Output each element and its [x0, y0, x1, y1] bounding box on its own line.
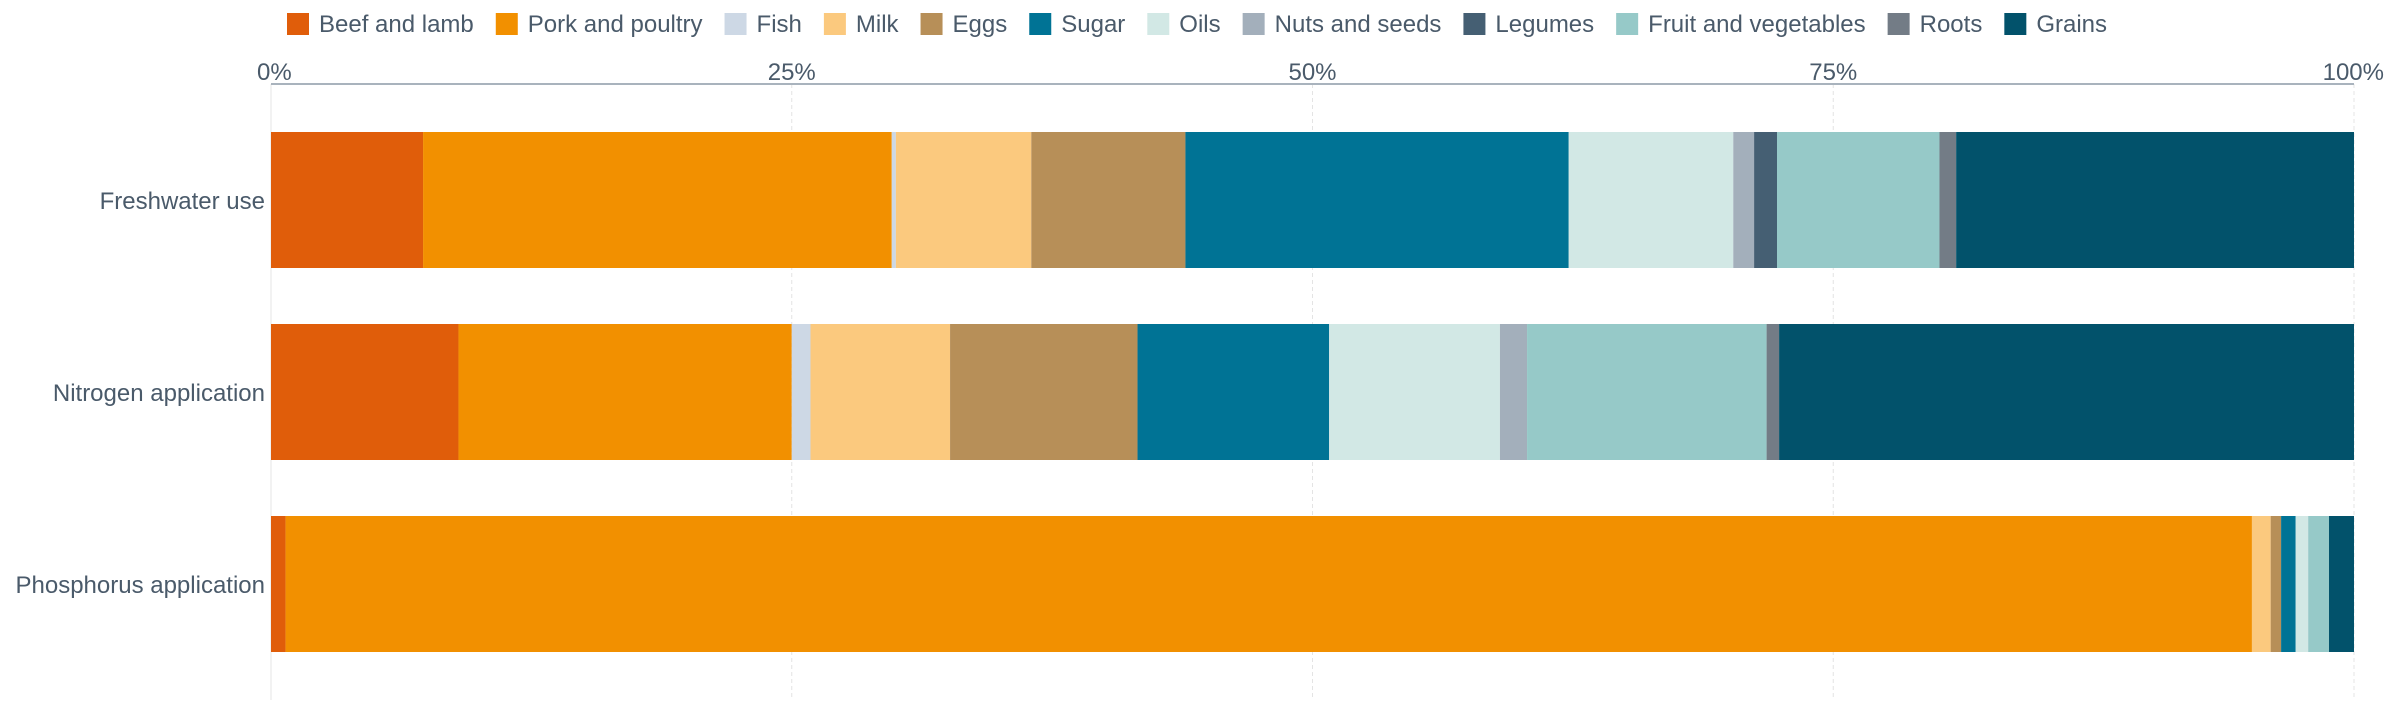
x-tick-label: 25%	[768, 59, 816, 86]
bar-segment-beef-and-lamb[interactable]	[271, 516, 286, 652]
legend-swatch	[1147, 13, 1170, 35]
legend-label: Fruit and vegetables	[1648, 11, 1865, 38]
bar-segment-eggs[interactable]	[2270, 516, 2282, 652]
bar-segment-oils[interactable]	[1329, 324, 1500, 460]
category-label: Freshwater use	[100, 188, 265, 215]
x-tick-label: 75%	[1809, 59, 1857, 86]
legend-swatch	[920, 13, 943, 35]
legend-item-nuts-and-seeds[interactable]: Nuts and seeds	[1242, 11, 1442, 38]
bar-segment-fish[interactable]	[791, 324, 811, 460]
legend-item-legumes[interactable]: Legumes	[1463, 11, 1594, 38]
bar-row-phosphorus-application: Phosphorus application	[15, 516, 2354, 652]
legend-label: Roots	[1920, 11, 1983, 38]
bar-segment-beef-and-lamb[interactable]	[271, 132, 424, 268]
bar-segment-fish[interactable]	[891, 132, 896, 268]
legend-swatch	[2004, 13, 2027, 35]
legend-item-milk[interactable]: Milk	[823, 11, 900, 38]
legend-label: Fish	[757, 11, 802, 38]
bar-segment-nuts-and-seeds[interactable]	[1733, 132, 1755, 268]
bar-segment-sugar[interactable]	[1137, 324, 1330, 460]
bar-segment-oils[interactable]	[1568, 132, 1734, 268]
legend-swatch	[287, 13, 309, 35]
bar-segment-legumes[interactable]	[1754, 132, 1778, 268]
bars: Freshwater use Nitrogen application Phosph…	[15, 132, 2354, 652]
legend-swatch	[1463, 13, 1486, 35]
bar-segment-fruit-and-vegetables[interactable]	[1777, 132, 1940, 268]
legend-swatch	[823, 13, 846, 35]
bar-segment-fruit-and-vegetables[interactable]	[2308, 516, 2330, 652]
legend: Beef and lamb Pork and poultry Fish Milk Egg…	[287, 11, 2107, 38]
legend-label: Pork and poultry	[528, 11, 703, 38]
bar-segment-nuts-and-seeds[interactable]	[1499, 324, 1528, 460]
bar-segment-beef-and-lamb[interactable]	[271, 324, 459, 460]
bar-segment-sugar[interactable]	[1185, 132, 1569, 268]
legend-label: Oils	[1179, 11, 1220, 38]
legend-swatch	[495, 13, 518, 35]
legend-label: Beef and lamb	[319, 11, 474, 38]
legend-item-grains[interactable]: Grains	[2004, 11, 2107, 38]
legend-item-pork-and-poultry[interactable]: Pork and poultry	[495, 11, 703, 38]
bar-segment-oils[interactable]	[2295, 516, 2309, 652]
bar-segment-grains[interactable]	[1956, 132, 2354, 268]
bar-segment-pork-and-poultry[interactable]	[458, 324, 792, 460]
bar-segment-pork-and-poultry[interactable]	[423, 132, 892, 268]
bar-segment-roots[interactable]	[1766, 324, 1780, 460]
bar-segment-milk[interactable]	[895, 132, 1032, 268]
bar-row-nitrogen-application: Nitrogen application	[53, 324, 2354, 460]
legend-item-sugar[interactable]: Sugar	[1029, 11, 1125, 38]
bar-segment-pork-and-poultry[interactable]	[285, 516, 2252, 652]
legend-item-beef-and-lamb[interactable]: Beef and lamb	[287, 11, 474, 38]
x-tick-label: 0%	[257, 59, 292, 86]
bar-segment-grains[interactable]	[2329, 516, 2354, 652]
legend-item-fish[interactable]: Fish	[724, 11, 802, 38]
legend-label: Sugar	[1061, 11, 1125, 38]
bar-segment-grains[interactable]	[1779, 324, 2354, 460]
legend-item-eggs[interactable]: Eggs	[920, 11, 1008, 38]
legend-swatch	[724, 13, 747, 35]
bar-segment-milk[interactable]	[810, 324, 951, 460]
legend-item-oils[interactable]: Oils	[1147, 11, 1221, 38]
legend-label: Eggs	[953, 11, 1008, 38]
legend-label: Grains	[2036, 11, 2107, 38]
bar-segment-eggs[interactable]	[1031, 132, 1186, 268]
legend-swatch	[1616, 13, 1639, 35]
category-label: Nitrogen application	[53, 380, 265, 407]
legend-swatch	[1242, 13, 1265, 35]
legend-label: Nuts and seeds	[1275, 11, 1442, 38]
x-tick-label: 100%	[2323, 59, 2384, 86]
category-label: Phosphorus application	[15, 572, 265, 599]
bar-segment-sugar[interactable]	[2281, 516, 2296, 652]
bar-segment-milk[interactable]	[2251, 516, 2271, 652]
bar-segment-roots[interactable]	[1939, 132, 1957, 268]
bar-segment-eggs[interactable]	[950, 324, 1138, 460]
bar-segment-fruit-and-vegetables[interactable]	[1527, 324, 1767, 460]
legend-swatch	[1887, 13, 1910, 35]
legend-label: Milk	[856, 11, 900, 38]
legend-item-fruit-and-vegetables[interactable]: Fruit and vegetables	[1616, 11, 1866, 38]
bar-row-freshwater-use: Freshwater use	[100, 132, 2354, 268]
x-tick-label: 50%	[1288, 59, 1336, 86]
legend-item-roots[interactable]: Roots	[1887, 11, 1983, 38]
legend-label: Legumes	[1495, 11, 1594, 38]
legend-swatch	[1029, 13, 1052, 35]
